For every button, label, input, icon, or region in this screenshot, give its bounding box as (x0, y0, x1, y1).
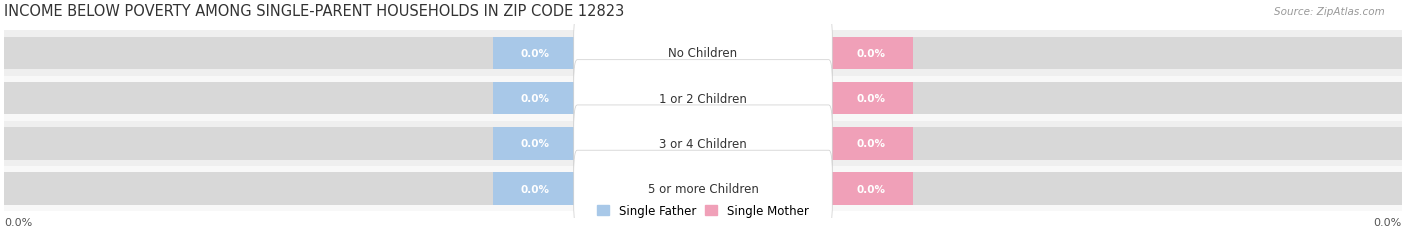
Text: 0.0%: 0.0% (856, 49, 886, 59)
Text: 0.0%: 0.0% (856, 184, 886, 194)
FancyBboxPatch shape (574, 151, 832, 227)
Bar (4, 82, 578, 115)
Bar (828, 173, 912, 205)
Bar (828, 128, 1402, 160)
Text: 0.0%: 0.0% (520, 49, 550, 59)
Bar (4, 76, 1402, 121)
Bar (4, 37, 578, 70)
Bar (828, 37, 1402, 70)
Text: 0.0%: 0.0% (520, 184, 550, 194)
Text: 0.0%: 0.0% (520, 94, 550, 104)
Text: 3 or 4 Children: 3 or 4 Children (659, 137, 747, 150)
FancyBboxPatch shape (574, 61, 832, 137)
Text: 0.0%: 0.0% (1374, 217, 1402, 227)
Text: 0.0%: 0.0% (520, 139, 550, 149)
Bar (494, 128, 578, 160)
Text: 1 or 2 Children: 1 or 2 Children (659, 92, 747, 105)
Text: 0.0%: 0.0% (4, 217, 32, 227)
Text: Source: ZipAtlas.com: Source: ZipAtlas.com (1274, 7, 1385, 17)
Text: No Children: No Children (668, 47, 738, 60)
Bar (828, 37, 912, 70)
Bar (494, 173, 578, 205)
Bar (828, 82, 1402, 115)
Bar (828, 128, 912, 160)
FancyBboxPatch shape (574, 15, 832, 92)
FancyBboxPatch shape (574, 106, 832, 182)
Bar (4, 166, 1402, 211)
Legend: Single Father, Single Mother: Single Father, Single Mother (593, 200, 813, 222)
Bar (494, 37, 578, 70)
Text: INCOME BELOW POVERTY AMONG SINGLE-PARENT HOUSEHOLDS IN ZIP CODE 12823: INCOME BELOW POVERTY AMONG SINGLE-PARENT… (4, 4, 624, 19)
Bar (4, 173, 578, 205)
Bar (828, 82, 912, 115)
Bar (828, 173, 1402, 205)
Bar (4, 121, 1402, 166)
Text: 0.0%: 0.0% (856, 94, 886, 104)
Bar (4, 128, 578, 160)
Bar (494, 82, 578, 115)
Bar (4, 31, 1402, 76)
Text: 0.0%: 0.0% (856, 139, 886, 149)
Text: 5 or more Children: 5 or more Children (648, 182, 758, 195)
